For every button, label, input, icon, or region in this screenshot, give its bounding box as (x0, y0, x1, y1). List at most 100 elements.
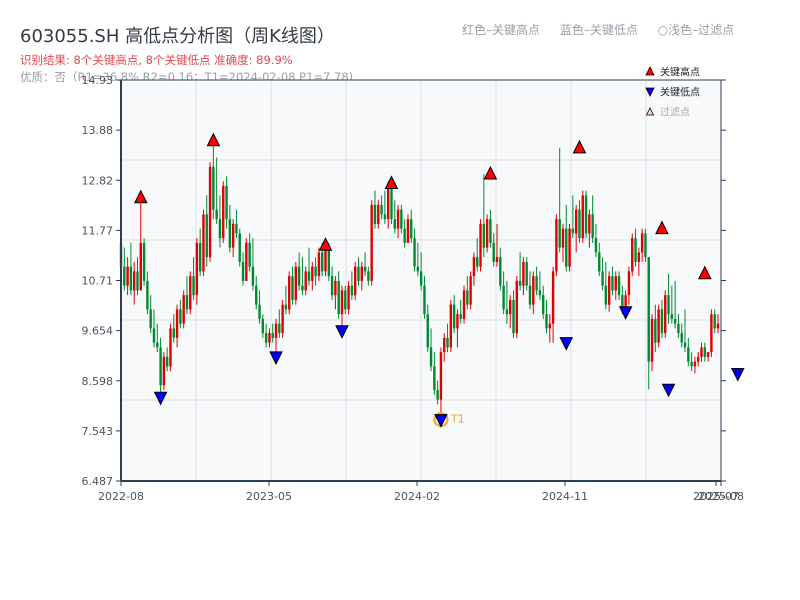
legend-filtered-label: ○浅色–过滤点 (657, 23, 735, 37)
candle-body (235, 223, 238, 234)
legend-label: 关键低点 (660, 86, 700, 99)
x-tick-label: 2024-11 (542, 490, 588, 503)
candle-body (697, 356, 700, 362)
candle-body (485, 219, 489, 248)
candle-body (324, 247, 327, 272)
candle-body (215, 209, 218, 220)
legend-red-label: 红色–关键高点 (462, 23, 541, 37)
candle-body (297, 266, 301, 286)
candle-body (314, 266, 317, 277)
y-tick-label: 13.88 (82, 124, 114, 137)
candle-body (703, 347, 707, 357)
candle-body (568, 228, 571, 267)
candle-body (390, 185, 393, 220)
candle-body (222, 185, 225, 239)
candle-body (380, 204, 383, 215)
y-tick-label: 7.543 (82, 425, 114, 438)
key-high-marker-icon (483, 165, 498, 180)
candle-body (261, 318, 265, 334)
candle-body (208, 166, 212, 258)
candle-body (363, 266, 367, 272)
t1-label: T1 (450, 413, 465, 426)
key-low-marker-icon (153, 391, 168, 406)
candle-body (710, 314, 713, 353)
candle-body (410, 219, 413, 239)
candle-body (248, 242, 251, 267)
candle-body (238, 233, 241, 262)
candle-body (716, 323, 720, 329)
candle-body (683, 342, 687, 348)
candle-body (251, 266, 255, 286)
candle-body (713, 314, 716, 329)
key-low-marker-icon (730, 368, 745, 382)
candle-body (175, 309, 179, 338)
candle-body (548, 323, 551, 329)
x-tick-label: 2024-02 (394, 490, 440, 503)
key-low-marker-icon (559, 337, 574, 351)
y-tick-label: 11.77 (82, 224, 114, 237)
candles (119, 140, 720, 420)
candle-body (228, 219, 232, 248)
candle-body (660, 309, 664, 334)
candle-body (317, 252, 321, 277)
candle-body (571, 228, 575, 234)
candle-body (584, 195, 588, 234)
candle-body (383, 214, 387, 220)
legend-label: 关键高点 (660, 66, 700, 79)
candle-body (205, 214, 208, 258)
key-high-marker-icon (384, 175, 399, 190)
candle-body (469, 276, 472, 305)
candle-body (525, 261, 528, 286)
candle-body (142, 242, 146, 281)
candle-body (472, 257, 476, 277)
candle-body (347, 285, 350, 310)
candle-body (700, 347, 703, 357)
candle-body (274, 323, 278, 338)
candle-body (429, 347, 433, 367)
candle-body (667, 295, 670, 315)
candle-body (218, 219, 222, 239)
candle-body (462, 290, 466, 319)
candle-body (476, 257, 479, 267)
candle-body (162, 356, 166, 386)
candle-body (126, 266, 129, 286)
key-high-marker-icon (572, 139, 587, 154)
key-high-marker-icon (697, 265, 712, 280)
candle-body (631, 238, 634, 272)
candle-body (179, 309, 182, 324)
candle-body (502, 285, 505, 310)
candle-body (386, 185, 390, 220)
key-high-marker-icon (318, 237, 333, 251)
candle-body (225, 185, 228, 220)
candle-body (146, 280, 149, 310)
candle-body (551, 271, 555, 324)
candle-body (433, 366, 436, 391)
candle-body (344, 290, 347, 310)
candle-body (129, 266, 133, 291)
candle-body (136, 271, 139, 291)
candle-body (373, 204, 377, 224)
candle-body (132, 271, 136, 291)
candle-body (489, 219, 492, 243)
candle-body (647, 257, 650, 362)
candle-body (607, 276, 611, 305)
candle-body (264, 333, 268, 343)
candle-body (614, 276, 617, 291)
candle-body (443, 337, 446, 353)
candle-body (255, 285, 258, 305)
candle-body (670, 314, 674, 319)
candle-body (377, 204, 380, 224)
candle-body (565, 228, 568, 267)
x-tick-label: 2025-08 (698, 490, 744, 503)
candle-body (505, 309, 509, 315)
candle-body (555, 219, 558, 272)
candle-body (624, 295, 627, 310)
y-tick-label: 8.598 (82, 375, 114, 388)
candle-body (268, 333, 271, 343)
candle-body (588, 214, 591, 234)
key-low-marker-icon (335, 325, 349, 339)
key-high-marker-icon (133, 189, 148, 204)
candle-body (693, 361, 697, 367)
candle-body (601, 271, 604, 286)
